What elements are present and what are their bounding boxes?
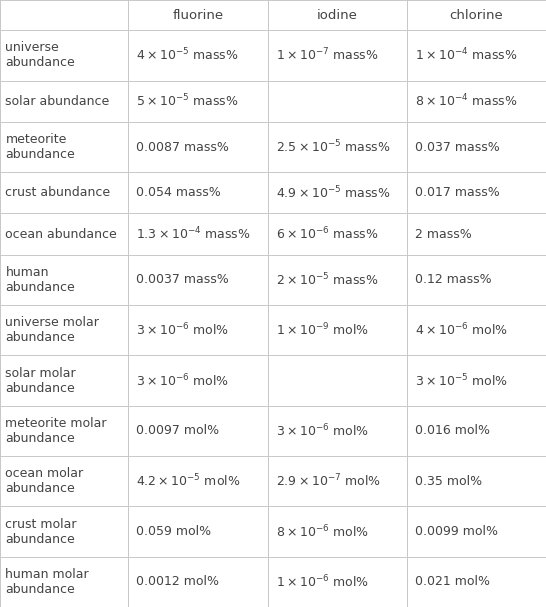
Text: $5\times10^{-5}$ mass%: $5\times10^{-5}$ mass% xyxy=(136,93,239,110)
Text: $4.2\times10^{-5}$ mol%: $4.2\times10^{-5}$ mol% xyxy=(136,473,241,489)
Text: human
abundance: human abundance xyxy=(5,266,75,294)
Text: human molar
abundance: human molar abundance xyxy=(5,568,89,596)
Text: 0.0012 mol%: 0.0012 mol% xyxy=(136,575,219,588)
Text: $2.9\times10^{-7}$ mol%: $2.9\times10^{-7}$ mol% xyxy=(276,473,381,489)
Text: 0.0099 mol%: 0.0099 mol% xyxy=(415,525,498,538)
Text: 0.0097 mol%: 0.0097 mol% xyxy=(136,424,219,437)
Text: 0.35 mol%: 0.35 mol% xyxy=(415,475,482,487)
Text: crust abundance: crust abundance xyxy=(5,186,111,199)
Text: 0.021 mol%: 0.021 mol% xyxy=(415,575,490,588)
Text: iodine: iodine xyxy=(317,8,358,22)
Text: 0.037 mass%: 0.037 mass% xyxy=(415,141,500,154)
Text: $2\times10^{-5}$ mass%: $2\times10^{-5}$ mass% xyxy=(276,271,378,288)
Text: $4\times10^{-5}$ mass%: $4\times10^{-5}$ mass% xyxy=(136,47,239,64)
Text: $1\times10^{-9}$ mol%: $1\times10^{-9}$ mol% xyxy=(276,322,369,339)
Text: crust molar
abundance: crust molar abundance xyxy=(5,518,77,546)
Text: $3\times10^{-6}$ mol%: $3\times10^{-6}$ mol% xyxy=(276,422,369,439)
Text: $4.9\times10^{-5}$ mass%: $4.9\times10^{-5}$ mass% xyxy=(276,185,390,201)
Text: 2 mass%: 2 mass% xyxy=(415,228,472,240)
Text: 0.017 mass%: 0.017 mass% xyxy=(415,186,500,199)
Text: ocean abundance: ocean abundance xyxy=(5,228,117,240)
Text: 0.054 mass%: 0.054 mass% xyxy=(136,186,221,199)
Text: $1.3\times10^{-4}$ mass%: $1.3\times10^{-4}$ mass% xyxy=(136,226,251,242)
Text: $6\times10^{-6}$ mass%: $6\times10^{-6}$ mass% xyxy=(276,226,378,242)
Text: 0.0037 mass%: 0.0037 mass% xyxy=(136,273,229,287)
Text: meteorite
abundance: meteorite abundance xyxy=(5,133,75,161)
Text: $1\times10^{-7}$ mass%: $1\times10^{-7}$ mass% xyxy=(276,47,378,64)
Text: $2.5\times10^{-5}$ mass%: $2.5\times10^{-5}$ mass% xyxy=(276,139,390,155)
Text: $8\times10^{-6}$ mol%: $8\times10^{-6}$ mol% xyxy=(276,523,369,540)
Text: solar molar
abundance: solar molar abundance xyxy=(5,367,76,395)
Text: $3\times10^{-6}$ mol%: $3\times10^{-6}$ mol% xyxy=(136,322,230,339)
Text: 0.12 mass%: 0.12 mass% xyxy=(415,273,491,287)
Text: $1\times10^{-4}$ mass%: $1\times10^{-4}$ mass% xyxy=(415,47,518,64)
Text: $4\times10^{-6}$ mol%: $4\times10^{-6}$ mol% xyxy=(415,322,508,339)
Text: 0.016 mol%: 0.016 mol% xyxy=(415,424,490,437)
Text: universe
abundance: universe abundance xyxy=(5,41,75,69)
Text: 0.059 mol%: 0.059 mol% xyxy=(136,525,212,538)
Text: 0.0087 mass%: 0.0087 mass% xyxy=(136,141,229,154)
Text: universe molar
abundance: universe molar abundance xyxy=(5,316,99,344)
Text: fluorine: fluorine xyxy=(173,8,223,22)
Text: ocean molar
abundance: ocean molar abundance xyxy=(5,467,84,495)
Text: $8\times10^{-4}$ mass%: $8\times10^{-4}$ mass% xyxy=(415,93,518,110)
Text: $3\times10^{-6}$ mol%: $3\times10^{-6}$ mol% xyxy=(136,372,230,389)
Text: $3\times10^{-5}$ mol%: $3\times10^{-5}$ mol% xyxy=(415,372,508,389)
Text: $1\times10^{-6}$ mol%: $1\times10^{-6}$ mol% xyxy=(276,574,369,590)
Text: solar abundance: solar abundance xyxy=(5,95,110,108)
Text: meteorite molar
abundance: meteorite molar abundance xyxy=(5,417,107,445)
Text: chlorine: chlorine xyxy=(449,8,503,22)
